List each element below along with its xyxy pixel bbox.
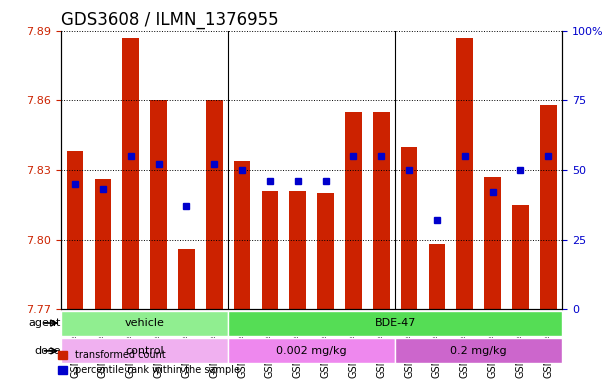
Bar — [95, 179, 111, 309]
FancyBboxPatch shape — [395, 338, 562, 363]
Bar — [428, 244, 445, 309]
Text: GDS3608 / ILMN_1376955: GDS3608 / ILMN_1376955 — [61, 12, 279, 30]
Text: agent: agent — [29, 318, 61, 328]
Text: vehicle: vehicle — [125, 318, 164, 328]
Bar — [456, 38, 473, 309]
FancyBboxPatch shape — [228, 311, 562, 336]
Bar — [373, 112, 390, 309]
Legend: transformed count, percentile rank within the sample: transformed count, percentile rank withi… — [54, 346, 244, 379]
Bar — [178, 249, 195, 309]
Bar — [206, 100, 222, 309]
Text: dose: dose — [35, 346, 61, 356]
Bar — [122, 38, 139, 309]
Bar — [67, 151, 83, 309]
Text: 0.002 mg/kg: 0.002 mg/kg — [276, 346, 347, 356]
Bar — [233, 161, 251, 309]
Bar — [540, 105, 557, 309]
Bar — [290, 191, 306, 309]
Text: BDE-47: BDE-47 — [375, 318, 416, 328]
FancyBboxPatch shape — [61, 311, 228, 336]
Bar — [345, 112, 362, 309]
Bar — [262, 191, 278, 309]
FancyBboxPatch shape — [228, 338, 395, 363]
Text: 0.2 mg/kg: 0.2 mg/kg — [450, 346, 507, 356]
Text: control: control — [125, 346, 164, 356]
Bar — [317, 193, 334, 309]
Bar — [484, 177, 501, 309]
Bar — [150, 100, 167, 309]
Bar — [401, 147, 417, 309]
Bar — [512, 205, 529, 309]
FancyBboxPatch shape — [61, 338, 228, 363]
